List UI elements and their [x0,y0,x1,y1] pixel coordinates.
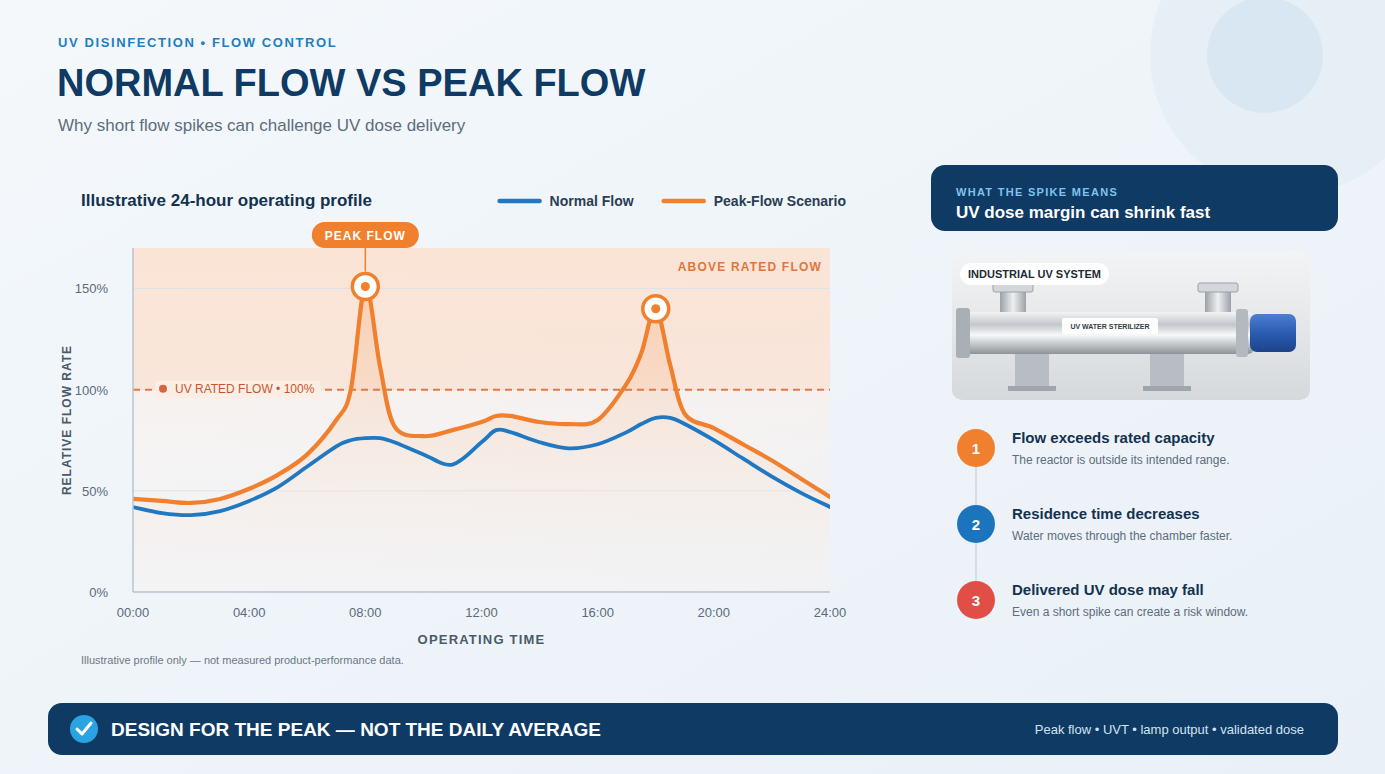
x-axis-title: OPERATING TIME [418,632,546,647]
kicker: UV DISINFECTION • FLOW CONTROL [58,35,337,50]
panel-title: UV dose margin can shrink fast [956,203,1210,222]
step-number: 1 [972,440,980,457]
x-tick-label: 04:00 [233,605,266,620]
x-tick-label: 24:00 [814,605,847,620]
product-image: UV WATER STERILIZER INDUSTRIAL UV SYSTEM [952,251,1310,400]
x-tick-label: 08:00 [349,605,382,620]
peak-marker-dot [651,304,660,313]
x-tick-label: 12:00 [465,605,498,620]
y-tick-label: 0% [89,585,108,600]
stand-base [1008,386,1056,391]
series-line [133,286,830,503]
step-text: The reactor is outside its intended rang… [1012,453,1229,467]
step-badge [957,429,995,467]
y-axis-title: RELATIVE FLOW RATE [60,345,74,495]
stand [1150,352,1184,388]
x-tick-label: 16:00 [581,605,614,620]
subtitle: Why short flow spikes can challenge UV d… [58,116,466,135]
region-label: ABOVE RATED FLOW [678,260,822,274]
legend-label: Normal Flow [550,193,634,209]
x-axis-line [133,591,830,593]
legend-swatch [664,199,704,204]
footer-message: DESIGN FOR THE PEAK — NOT THE DAILY AVER… [111,719,601,740]
series-line [133,417,830,515]
footer-bar [48,703,1338,755]
decor-circle [1207,0,1323,113]
y-tick-label: 50% [82,484,108,499]
peak-marker-ring [643,296,669,322]
footer-tags: Peak flow • UVT • lamp output • validate… [1035,722,1304,737]
y-tick-label: 100% [75,383,109,398]
peak-marker [643,296,669,322]
peak-marker-dot [361,282,370,291]
shaded-region [133,248,830,390]
footnote: Illustrative profile only — not measured… [81,654,404,666]
step-number: 2 [972,516,980,533]
title: NORMAL FLOW VS PEAK FLOW [57,62,645,104]
reactor-ring [1236,309,1248,357]
stand-base [1143,386,1191,391]
step-text: Even a short spike can create a risk win… [1012,605,1248,619]
y-axis-line [132,248,134,592]
step-badge [957,505,995,543]
legend-swatch [500,199,540,204]
step-text: Water moves through the chamber faster. [1012,529,1232,543]
step-title: Flow exceeds rated capacity [1012,429,1215,446]
callout-label: PEAK FLOW [325,229,406,243]
page: UV DISINFECTION • FLOW CONTROL NORMAL FLO… [0,0,1385,774]
x-tick-label: 00:00 [117,605,150,620]
image-label: INDUSTRIAL UV SYSTEM [968,268,1101,280]
grid-line [133,592,830,593]
y-tick-label: 150% [75,281,109,296]
peak-marker-ring [352,273,378,299]
callout-connector [365,248,367,271]
label-patch [155,381,321,399]
image-label-pill [960,263,1109,285]
product-label: UV WATER STERILIZER [1070,323,1149,330]
series-area [133,286,830,592]
reference-label: UV RATED FLOW • 100% [175,382,315,396]
flange [1198,283,1238,292]
image-background [952,251,1310,400]
chart-title: Illustrative 24-hour operating profile [81,191,372,210]
check-mark [77,723,91,734]
grid-line [133,288,830,289]
peak-marker [352,273,378,299]
stand [1015,352,1049,388]
plot-area [133,248,830,592]
panel-kicker: WHAT THE SPIKE MEANS [956,186,1118,198]
step-badge [957,581,995,619]
lamp-cap [1250,314,1296,352]
x-tick-label: 20:00 [698,605,731,620]
legend: Normal Flow Peak-Flow Scenario [500,193,846,209]
check-icon [70,715,98,743]
plot-background [133,248,830,592]
product-label-plate [1062,318,1158,334]
step-title: Residence time decreases [1012,505,1200,522]
step-title: Delivered UV dose may fall [1012,581,1204,598]
reference-dot [159,385,167,393]
callout-pill [312,222,419,248]
legend-label: Peak-Flow Scenario [714,193,846,209]
step-number: 3 [972,592,980,609]
panel-header [931,165,1338,231]
reactor-body [962,312,1254,354]
reactor-end [956,308,970,358]
